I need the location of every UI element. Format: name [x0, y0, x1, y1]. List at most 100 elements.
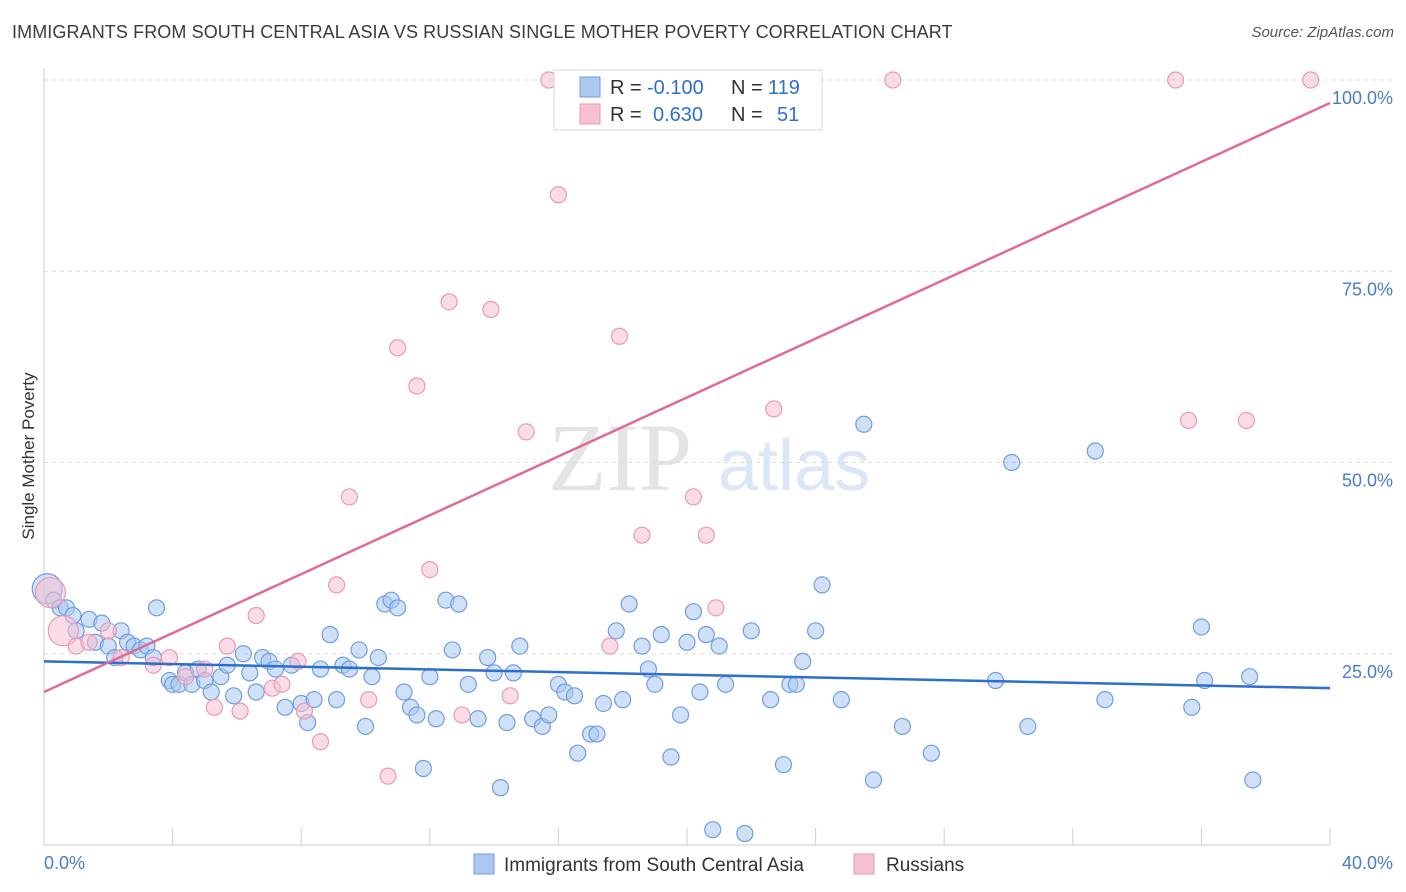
pink-point-32	[549, 186, 568, 204]
blue-point-61	[459, 675, 477, 693]
bottom-legend-label-blue: Immigrants from South Central Asia	[504, 855, 804, 876]
pink-point-25	[421, 560, 439, 579]
blue-point-25	[202, 683, 220, 701]
trend-lines	[43, 101, 1331, 694]
pink-point-4	[99, 622, 117, 640]
blue-point-80	[614, 691, 632, 709]
x-tick-marks	[43, 828, 1331, 845]
blue-point-108	[922, 744, 940, 762]
pink-point-21	[360, 691, 378, 709]
blue-point-104	[832, 691, 850, 709]
blue-point-113	[1096, 691, 1114, 709]
blue-point-111	[1019, 717, 1037, 736]
legend-swatch-blue	[579, 76, 601, 98]
pink-point-13	[247, 606, 265, 625]
blue-point-71	[540, 706, 558, 724]
blue-point-55	[414, 759, 432, 778]
pink-trend-line	[43, 101, 1331, 694]
blue-point-54	[408, 706, 426, 724]
pink-point-49	[1302, 71, 1320, 89]
blue-point-93	[710, 637, 728, 655]
blue-point-103	[813, 576, 831, 594]
blue-point-95	[736, 824, 754, 843]
blue-point-114	[1183, 698, 1201, 716]
pink-point-17	[295, 702, 314, 720]
pink-point-38	[633, 526, 651, 544]
legend-n-value-0: 119	[768, 77, 800, 99]
bottom-legend: Immigrants from South Central Asia Russi…	[473, 853, 964, 876]
legend-r-label-1: R =	[610, 104, 642, 126]
blue-point-105	[855, 415, 873, 433]
pink-point-11	[218, 637, 236, 655]
blue-point-46	[356, 717, 375, 736]
blue-point-30	[241, 664, 259, 682]
blue-point-77	[588, 725, 606, 743]
legend-n-label-1: N =	[731, 104, 763, 126]
legend-swatch-pink	[579, 103, 601, 125]
blue-point-100	[787, 675, 805, 693]
pink-point-26	[440, 293, 458, 311]
data-points	[31, 71, 1320, 843]
y-tick-labels: 25.0% 50.0% 75.0% 100.0%	[1332, 88, 1393, 682]
blue-point-45	[350, 641, 368, 659]
blue-point-97	[761, 691, 780, 709]
y-axis-label: Single Mother Poverty	[19, 372, 38, 540]
blue-point-102	[806, 622, 825, 640]
blue-point-101	[794, 652, 812, 671]
pink-point-29	[501, 687, 519, 705]
top-legend: R = -0.100 N = 119 R = 0.630 N = 51	[553, 69, 823, 131]
blue-point-57	[427, 710, 445, 728]
watermark: ZIP atlas	[548, 404, 870, 511]
blue-point-17	[147, 599, 166, 617]
pink-point-10	[205, 698, 223, 716]
blue-point-52	[395, 683, 413, 701]
blue-point-40	[311, 660, 330, 678]
blue-point-82	[633, 637, 651, 655]
pink-point-18	[311, 733, 330, 751]
pink-point-24	[408, 377, 426, 395]
blue-point-85	[652, 626, 670, 644]
blue-point-28	[225, 687, 243, 705]
blue-point-117	[1241, 668, 1259, 686]
blue-point-84	[646, 675, 664, 693]
pink-point-45	[884, 71, 902, 89]
blue-point-94	[716, 675, 735, 693]
blue-point-68	[511, 637, 529, 655]
blue-point-106	[864, 771, 883, 789]
blue-point-29	[234, 645, 252, 663]
blue-point-92	[704, 821, 722, 839]
blue-point-60	[450, 595, 468, 613]
watermark-zip: ZIP	[548, 404, 692, 511]
pink-point-6	[144, 656, 162, 674]
pink-point-48	[1237, 411, 1256, 430]
blue-point-107	[893, 717, 912, 736]
pink-point-46	[1167, 71, 1185, 89]
blue-point-81	[620, 595, 638, 613]
pink-point-19	[327, 576, 346, 594]
blue-point-78	[594, 694, 613, 713]
pink-point-47	[1179, 411, 1198, 430]
watermark-atlas: atlas	[718, 426, 870, 506]
blue-point-64	[485, 664, 503, 682]
blue-point-39	[305, 691, 323, 709]
pink-point-40	[684, 488, 703, 506]
pink-point-41	[697, 526, 715, 544]
blue-point-63	[479, 648, 497, 667]
pink-point-15	[273, 675, 291, 693]
x-tick-labels: 0.0% 40.0%	[44, 853, 1393, 873]
pink-point-37	[610, 327, 629, 345]
blue-point-66	[498, 713, 516, 732]
legend-r-value-1: 0.630	[653, 104, 703, 126]
pink-point-27	[453, 706, 471, 724]
blue-point-118	[1244, 771, 1262, 789]
blue-point-79	[607, 622, 625, 640]
blue-point-112	[1086, 442, 1104, 460]
bottom-legend-swatch-pink	[853, 853, 875, 875]
blue-point-35	[276, 698, 294, 716]
pink-point-22	[379, 767, 397, 785]
blue-point-96	[742, 622, 760, 640]
blue-point-47	[363, 668, 381, 686]
pink-point-42	[707, 599, 725, 617]
y-tick-label-100: 100.0%	[1332, 88, 1393, 108]
